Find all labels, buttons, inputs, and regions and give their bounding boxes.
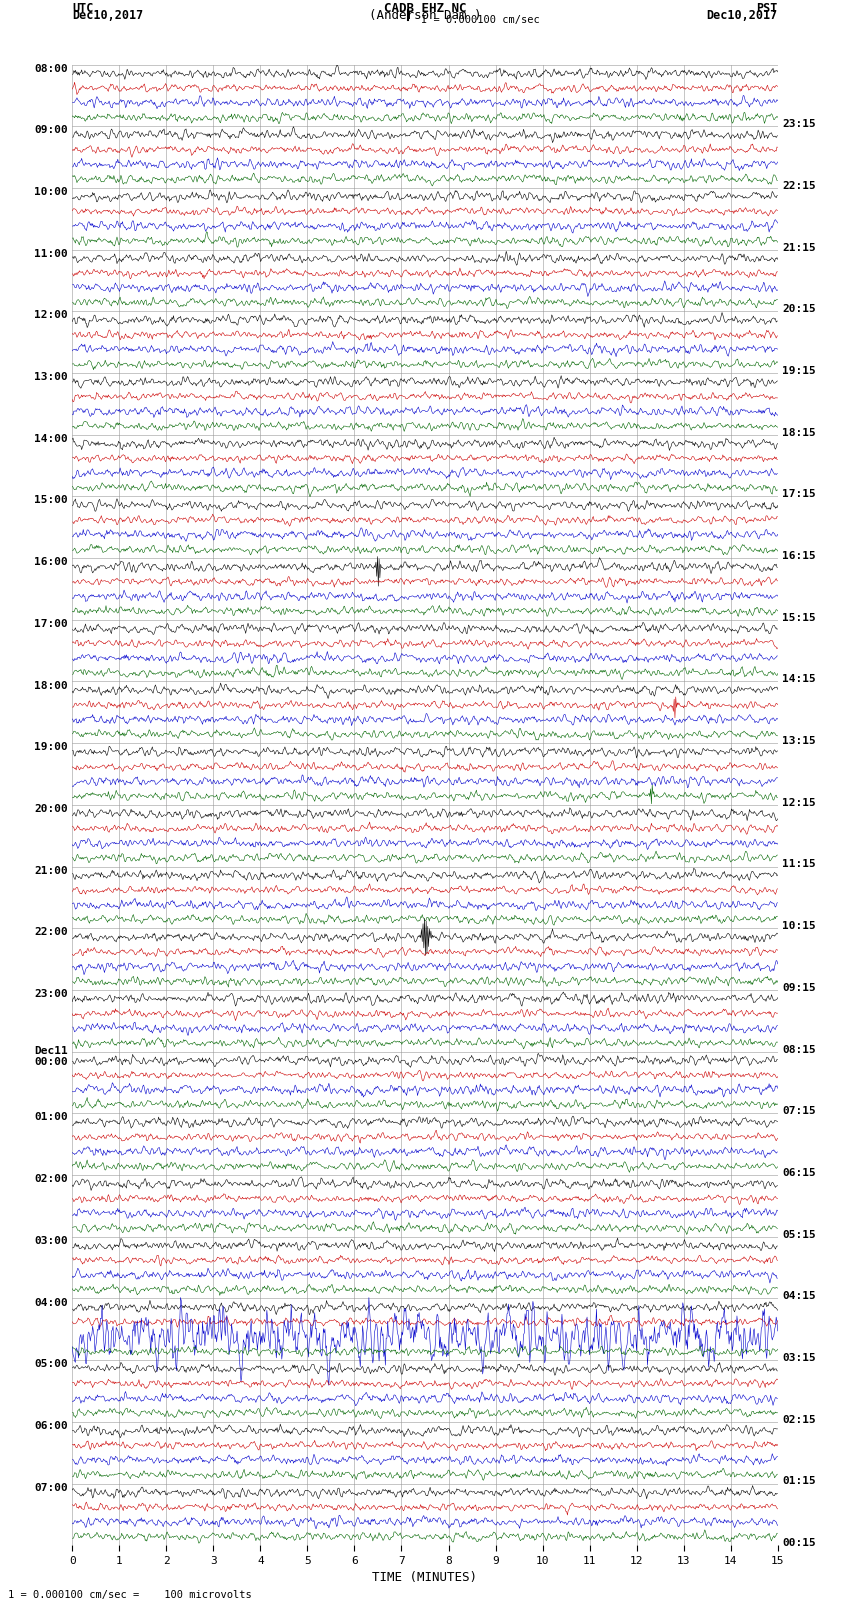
Text: Dec10,2017: Dec10,2017 [706,10,778,23]
Text: 1 = 0.000100 cm/sec =    100 microvolts: 1 = 0.000100 cm/sec = 100 microvolts [8,1590,252,1600]
Text: UTC: UTC [72,3,94,16]
Text: PST: PST [756,3,778,16]
Text: Dec10,2017: Dec10,2017 [72,10,144,23]
Text: (Anderson Dam ): (Anderson Dam ) [369,10,481,23]
Text: I = 0.000100 cm/sec: I = 0.000100 cm/sec [421,16,540,26]
Text: CADB EHZ NC: CADB EHZ NC [383,3,467,16]
X-axis label: TIME (MINUTES): TIME (MINUTES) [372,1571,478,1584]
